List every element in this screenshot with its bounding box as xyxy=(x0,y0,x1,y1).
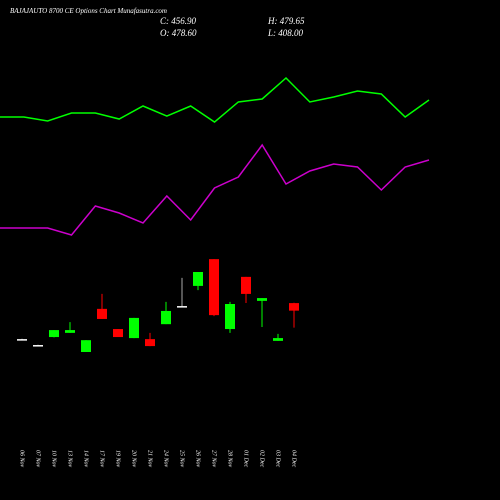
candle-body xyxy=(49,330,59,338)
candle-body xyxy=(177,306,187,308)
chart-title: BAJAJAUTO 8700 CE Options Chart Munafasu… xyxy=(10,7,167,15)
candle-body xyxy=(289,303,299,311)
candle-body xyxy=(161,310,171,325)
x-tick-label: 25 Nov xyxy=(179,450,185,468)
candle-body xyxy=(257,298,267,301)
candle-body xyxy=(97,308,107,319)
indicator-line xyxy=(0,143,430,236)
x-tick-label: 10 Nov xyxy=(51,450,57,468)
candle-body xyxy=(209,259,219,316)
candle-body xyxy=(33,345,43,347)
x-tick-label: 14 Nov xyxy=(83,450,90,468)
candle-body xyxy=(145,339,155,347)
x-tick-label: 28 Nov xyxy=(227,450,233,468)
candle-body xyxy=(81,340,91,352)
candle-body xyxy=(241,276,251,294)
close-text: C: 456.90 xyxy=(160,16,197,26)
x-tick-label: 19 Nov xyxy=(115,450,121,468)
candle-body xyxy=(65,330,75,333)
x-tick-label: 04 Dec xyxy=(291,450,298,467)
candle-body xyxy=(273,338,283,341)
indicator-line xyxy=(0,76,430,123)
x-tick-label: 26 Nov xyxy=(195,450,201,468)
open-text: O: 478.60 xyxy=(160,28,197,38)
high-text: H: 479.65 xyxy=(267,16,305,26)
x-tick-label: 13 Nov xyxy=(67,450,73,468)
candle-body xyxy=(113,329,123,338)
x-tick-label: 21 Nov xyxy=(147,450,153,468)
x-tick-label: 02 Dec xyxy=(259,450,265,467)
x-tick-label: 01 Dec xyxy=(243,450,249,467)
candle-body xyxy=(193,272,203,286)
x-tick-label: 06 Nov xyxy=(19,450,25,468)
candle-body xyxy=(225,304,235,330)
x-tick-label: 07 Nov xyxy=(35,450,41,468)
x-tick-label: 24 Nov xyxy=(163,450,170,468)
candle-body xyxy=(129,317,139,339)
x-tick-label: 27 Nov xyxy=(211,450,217,468)
low-text: L: 408.00 xyxy=(267,28,304,38)
candle-body xyxy=(17,339,27,341)
x-tick-label: 20 Nov xyxy=(131,450,137,468)
x-tick-label: 03 Dec xyxy=(275,450,281,467)
x-tick-label: 17 Nov xyxy=(99,450,105,468)
